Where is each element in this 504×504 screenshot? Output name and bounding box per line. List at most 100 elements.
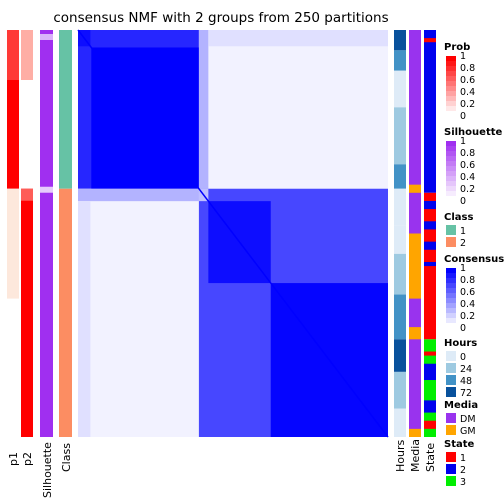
state-track-2 (424, 221, 436, 230)
class-legend-swatch (446, 225, 456, 235)
media-legend-swatch (446, 413, 456, 423)
media-legend-label: DM (460, 414, 476, 425)
consensus-legend-tick: 0.6 (460, 287, 475, 298)
state-legend-swatch (446, 452, 456, 462)
column-label-silhouette: Silhouette (41, 442, 54, 498)
consensus-legend-gradient (446, 283, 456, 289)
silhouette-legend-tick: 0.6 (460, 160, 475, 171)
prob-legend-tick: 0.2 (460, 99, 475, 110)
silhouette-legend-gradient (446, 176, 456, 182)
state-legend-label: 1 (460, 453, 466, 464)
heatmap-cell (198, 30, 209, 189)
chart-title: consensus NMF with 2 groups from 250 par… (53, 10, 388, 26)
silhouette-legend-tick: 0.4 (460, 172, 475, 183)
hours-legend-label: 48 (460, 376, 472, 387)
consensus-legend-gradient (446, 318, 456, 324)
silhouette-legend-tick: 1 (460, 136, 466, 147)
heatmap-diagonal (77, 29, 389, 438)
column-label-media: Media (409, 439, 422, 472)
p2-track-top (21, 30, 33, 80)
state-track-2 (424, 30, 436, 193)
consensus-legend-tick: 0.2 (460, 311, 475, 322)
column-label-p2: p2 (21, 452, 34, 466)
consensus-matrix (77, 29, 389, 438)
hours-legend-swatch (446, 351, 456, 361)
class-legend-label: 2 (460, 238, 466, 249)
consensus-legend-gradient (446, 293, 456, 299)
consensus-legend-gradient (446, 308, 456, 314)
p1-track-class2 (7, 298, 19, 437)
prob-legend-gradient (446, 81, 456, 87)
consensus-legend-tick: 1 (460, 263, 466, 274)
class-track-1 (59, 30, 72, 189)
hours-legend-label: 24 (460, 364, 472, 375)
silhouette-legend-gradient (446, 161, 456, 167)
hours-legend-title: Hours (444, 338, 477, 349)
hours-track-segment (394, 294, 406, 340)
state-track-1 (424, 420, 436, 429)
class-legend-swatch (446, 237, 456, 247)
state-track-2 (424, 200, 436, 210)
annotation-tracks (7, 30, 436, 437)
silhouette-legend-title: Silhouette (444, 127, 503, 138)
media-track-gm (409, 184, 421, 193)
p1-track-class1 (7, 80, 19, 189)
prob-legend-gradient (446, 86, 456, 92)
media-legend-swatch (446, 425, 456, 435)
silhouette-legend-tick: 0.2 (460, 184, 475, 195)
silhouette-legend-gradient (446, 156, 456, 162)
silhouette-track-low (40, 186, 53, 193)
p1-track-top (7, 30, 19, 80)
heatmap-cell (78, 201, 91, 437)
state-legend-title: State (444, 439, 475, 450)
column-labels: p1 p2 Silhouette Class Hours Media State (7, 439, 437, 498)
prob-legend-gradient (446, 91, 456, 97)
media-track-gm (409, 428, 421, 437)
prob-legend-title: Prob (444, 42, 470, 53)
prob-legend-gradient (446, 96, 456, 102)
p1-track-class2-top (7, 188, 19, 299)
legend-panel: Prob10.80.60.40.20Silhouette10.80.60.40.… (444, 42, 504, 488)
prob-legend-gradient (446, 66, 456, 72)
hours-legend-label: 0 (460, 352, 466, 363)
state-track-2 (424, 241, 436, 250)
hours-track-segment (394, 253, 406, 295)
state-track-2 (424, 261, 436, 267)
class-legend-title: Class (444, 212, 473, 223)
state-legend-label: 2 (460, 465, 466, 476)
state-track-2 (424, 400, 436, 413)
state-legend-label: 3 (460, 477, 466, 488)
consensus-legend-gradient (446, 273, 456, 279)
media-track-gm (409, 327, 421, 340)
silhouette-legend-gradient (446, 151, 456, 157)
silhouette-legend-gradient (446, 186, 456, 192)
prob-legend-tick: 0.6 (460, 75, 475, 86)
silhouette-legend-tick: 0.8 (460, 148, 475, 159)
heatmap-cell (208, 30, 388, 47)
media-legend-label: GM (460, 426, 476, 437)
consensus-legend-gradient (446, 268, 456, 274)
class-track-2 (59, 188, 72, 437)
consensus-legend-gradient (446, 278, 456, 284)
consensus-legend-gradient (446, 303, 456, 309)
hours-track-segment (394, 371, 406, 409)
prob-legend-gradient (446, 61, 456, 67)
hours-track-segment (394, 225, 406, 254)
prob-legend-tick: 0.4 (460, 87, 475, 98)
silhouette-legend-tick: 0 (460, 196, 466, 207)
column-label-p1: p1 (7, 452, 20, 466)
consensus-legend-tick: 0.8 (460, 275, 475, 286)
hours-track-segment (394, 30, 406, 51)
column-label-class: Class (60, 443, 73, 472)
consensus-legend-gradient (446, 313, 456, 319)
p2-track-boundary (21, 188, 33, 201)
prob-legend-gradient (446, 111, 456, 117)
hours-track-segment (394, 70, 406, 108)
state-legend-swatch (446, 476, 456, 486)
column-label-state: State (424, 443, 437, 472)
hours-track-segment (394, 164, 406, 189)
hours-legend-label: 72 (460, 388, 472, 399)
hours-legend-swatch (446, 363, 456, 373)
state-legend-swatch (446, 464, 456, 474)
consensus-legend-gradient (446, 288, 456, 294)
